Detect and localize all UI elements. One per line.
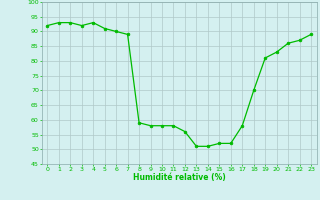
X-axis label: Humidité relative (%): Humidité relative (%) — [133, 173, 226, 182]
